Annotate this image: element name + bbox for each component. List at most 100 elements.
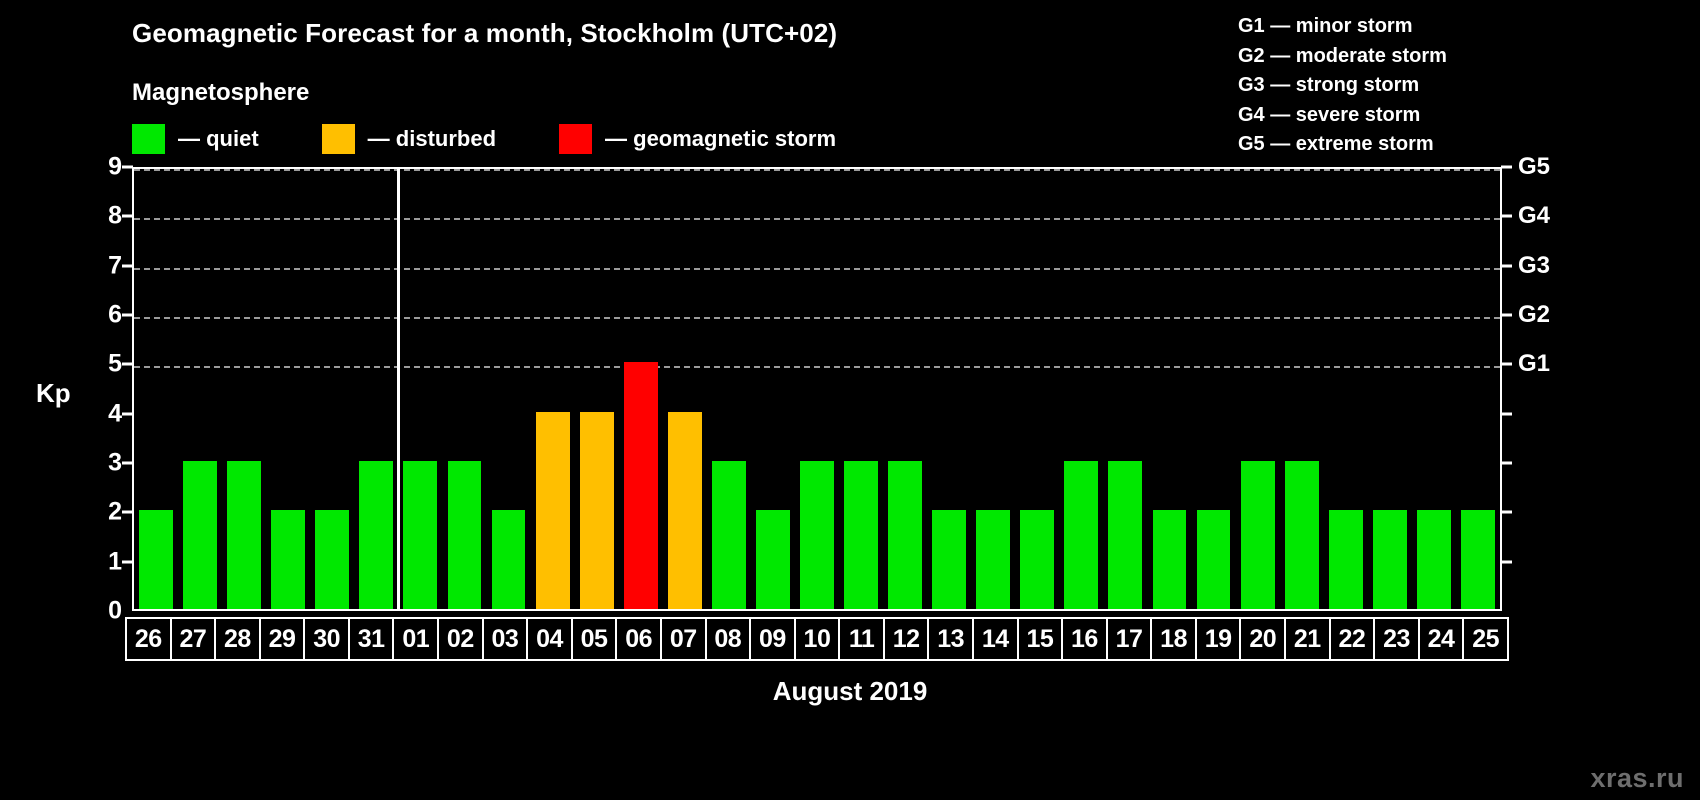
bar-slot-22 — [1324, 169, 1368, 609]
date-label-28[interactable]: 28 — [216, 619, 261, 659]
legend-swatch-disturbed-icon — [321, 124, 355, 154]
bar-11[interactable] — [844, 461, 878, 609]
date-label-16[interactable]: 16 — [1063, 619, 1108, 659]
bar-20[interactable] — [1240, 461, 1275, 609]
g-tick-mark-1 — [1501, 560, 1512, 564]
bar-12[interactable] — [888, 461, 923, 609]
bar-24[interactable] — [1416, 510, 1451, 609]
bar-19[interactable] — [1196, 510, 1231, 609]
y-tick-label-5: 5 — [108, 349, 122, 378]
y-tick-mark-8 — [122, 214, 133, 218]
bar-02[interactable] — [447, 461, 482, 609]
bar-04[interactable] — [535, 411, 570, 609]
x-axis-title: August 2019 — [772, 676, 928, 706]
gridline-kp-5 — [134, 366, 1500, 369]
bar-17[interactable] — [1108, 461, 1143, 609]
y-tick-label-6: 6 — [108, 300, 122, 329]
bar-26[interactable] — [139, 510, 173, 609]
y-tick-mark-6 — [122, 313, 133, 317]
g-tick-mark-2 — [1501, 510, 1512, 514]
date-label-06[interactable]: 06 — [617, 619, 662, 659]
bar-08[interactable] — [711, 461, 746, 609]
date-label-02[interactable]: 02 — [439, 619, 484, 659]
date-label-03[interactable]: 03 — [484, 619, 529, 659]
date-label-13[interactable]: 13 — [929, 619, 974, 659]
bar-07[interactable] — [667, 411, 702, 609]
date-label-21[interactable]: 21 — [1286, 619, 1331, 659]
bar-slot-31 — [354, 169, 398, 609]
bar-28[interactable] — [227, 461, 262, 609]
date-label-18[interactable]: 18 — [1152, 619, 1197, 659]
date-label-05[interactable]: 05 — [573, 619, 618, 659]
bar-22[interactable] — [1328, 510, 1363, 609]
page-title: Geomagnetic Forecast for a month, Stockh… — [132, 18, 838, 48]
y-tick-mark-2 — [122, 510, 133, 514]
bar-06[interactable] — [623, 362, 658, 609]
date-label-31[interactable]: 31 — [350, 619, 395, 659]
bar-14[interactable] — [976, 510, 1011, 609]
magnetosphere-label: Magnetosphere — [132, 79, 310, 106]
gridline-kp-9 — [134, 169, 1500, 171]
date-label-30[interactable]: 30 — [305, 619, 350, 659]
bar-21[interactable] — [1284, 461, 1319, 609]
date-label-29[interactable]: 29 — [261, 619, 306, 659]
date-label-23[interactable]: 23 — [1375, 619, 1420, 659]
bar-16[interactable] — [1064, 461, 1099, 609]
bar-05[interactable] — [579, 411, 614, 609]
bar-03[interactable] — [491, 510, 526, 609]
y-tick-label-4: 4 — [108, 399, 122, 428]
gridline-kp-7 — [134, 267, 1500, 270]
y-tick-label-0: 0 — [108, 596, 122, 625]
y-tick-mark-3 — [122, 461, 133, 465]
bar-slot-05 — [575, 169, 619, 609]
g-tick-mark-7 — [1501, 264, 1512, 268]
bar-slot-19 — [1192, 169, 1236, 609]
bar-13[interactable] — [932, 510, 967, 609]
legend-item-disturbed: — disturbed — [321, 124, 496, 154]
bar-slot-02 — [442, 169, 486, 609]
g-tick-mark-3 — [1501, 461, 1512, 465]
bar-slot-26 — [134, 169, 178, 609]
bar-23[interactable] — [1372, 510, 1407, 609]
legend-swatch-storm-icon — [559, 124, 593, 154]
bar-slot-11 — [839, 169, 883, 609]
date-label-15[interactable]: 15 — [1019, 619, 1064, 659]
bar-slot-18 — [1147, 169, 1191, 609]
y-tick-label-8: 8 — [108, 201, 122, 230]
date-label-09[interactable]: 09 — [751, 619, 796, 659]
bar-27[interactable] — [183, 461, 218, 609]
date-label-22[interactable]: 22 — [1331, 619, 1376, 659]
y-tick-mark-1 — [122, 560, 133, 564]
date-label-07[interactable]: 07 — [662, 619, 707, 659]
bar-15[interactable] — [1020, 510, 1055, 609]
date-label-10[interactable]: 10 — [796, 619, 841, 659]
bar-01[interactable] — [403, 461, 438, 609]
gridline-kp-8 — [134, 218, 1500, 221]
bar-25[interactable] — [1460, 510, 1495, 609]
bar-slot-23 — [1368, 169, 1412, 609]
bar-slot-24 — [1412, 169, 1456, 609]
date-label-19[interactable]: 19 — [1197, 619, 1242, 659]
legend-label-quiet: — quiet — [178, 126, 259, 151]
date-label-04[interactable]: 04 — [528, 619, 573, 659]
date-label-08[interactable]: 08 — [707, 619, 752, 659]
bar-18[interactable] — [1152, 510, 1187, 609]
date-label-14[interactable]: 14 — [974, 619, 1019, 659]
date-label-11[interactable]: 11 — [840, 619, 885, 659]
date-label-12[interactable]: 12 — [885, 619, 930, 659]
date-label-01[interactable]: 01 — [394, 619, 440, 659]
bar-slot-08 — [707, 169, 751, 609]
bar-29[interactable] — [271, 510, 306, 609]
date-label-27[interactable]: 27 — [172, 619, 217, 659]
g-tick-label-g1: G1 — [1518, 350, 1551, 378]
date-label-17[interactable]: 17 — [1108, 619, 1153, 659]
bar-09[interactable] — [755, 510, 790, 609]
date-label-24[interactable]: 24 — [1420, 619, 1465, 659]
bar-31[interactable] — [359, 461, 394, 609]
y-tick-mark-7 — [122, 264, 133, 268]
date-label-20[interactable]: 20 — [1241, 619, 1287, 659]
date-label-25[interactable]: 25 — [1472, 624, 1500, 653]
bar-10[interactable] — [800, 461, 834, 609]
bar-30[interactable] — [315, 510, 350, 609]
date-label-26[interactable]: 26 — [127, 619, 172, 659]
